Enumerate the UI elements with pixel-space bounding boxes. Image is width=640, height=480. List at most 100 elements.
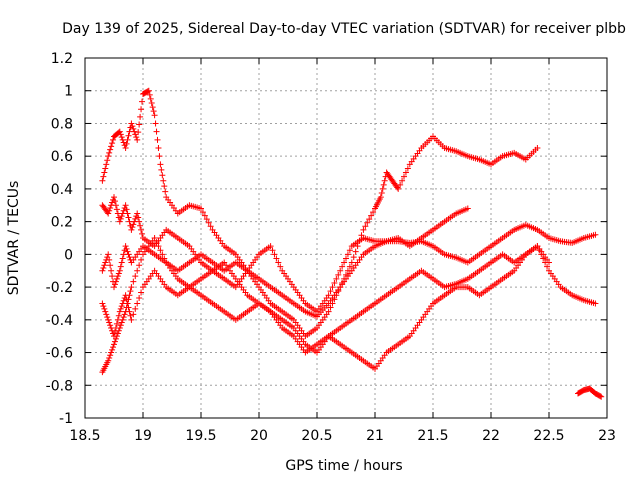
data-point xyxy=(395,185,402,192)
data-point xyxy=(106,207,113,214)
data-point xyxy=(120,139,127,146)
data-point xyxy=(160,177,167,184)
data-point xyxy=(136,121,143,128)
data-point xyxy=(122,243,129,250)
data-point xyxy=(346,263,353,270)
data-point xyxy=(115,312,122,319)
data-point xyxy=(116,218,123,225)
data-point xyxy=(273,255,280,262)
data-point xyxy=(335,271,342,278)
data-point xyxy=(331,280,338,286)
data-point xyxy=(123,245,130,252)
data-point xyxy=(120,297,127,304)
x-tick-label: 19 xyxy=(134,428,152,444)
plot-frame xyxy=(84,57,608,419)
data-point xyxy=(117,322,124,329)
data-point xyxy=(136,295,143,301)
data-point xyxy=(124,300,131,307)
data-point xyxy=(337,267,344,274)
data-point xyxy=(112,202,119,209)
data-point xyxy=(105,251,112,258)
data-point xyxy=(102,308,109,315)
data-point xyxy=(119,255,126,262)
data-point xyxy=(128,226,135,233)
data-point xyxy=(379,185,386,192)
data-point xyxy=(139,98,146,105)
y-axis-label: SDTVAR / TECUs xyxy=(6,181,22,296)
data-point xyxy=(122,202,129,209)
data-point xyxy=(126,254,133,261)
data-point xyxy=(116,267,123,274)
y-tick-label: -0.4 xyxy=(46,313,73,329)
data-point xyxy=(269,247,276,254)
data-point xyxy=(119,316,126,323)
data-point xyxy=(124,210,131,217)
data-point xyxy=(136,218,143,225)
data-point xyxy=(151,112,158,119)
data-point xyxy=(116,325,123,331)
chart-title: Day 139 of 2025, Sidereal Day-to-day VTE… xyxy=(62,21,626,37)
data-point xyxy=(107,205,114,211)
data-point xyxy=(105,357,112,364)
data-point xyxy=(105,210,112,217)
axis-ticks: 18.5 19 19.5 20 20.5 21 21.5 22 22.5 23 -1 -0.8 -0.6… xyxy=(46,51,616,444)
y-tick-label: 1.2 xyxy=(51,51,73,67)
x-tick-label: 21.5 xyxy=(417,428,448,444)
data-point xyxy=(111,284,117,291)
data-point xyxy=(145,87,152,94)
data-point xyxy=(128,284,135,291)
data-point xyxy=(100,173,107,180)
data-point xyxy=(138,106,145,113)
data-point xyxy=(120,207,127,214)
data-point xyxy=(106,149,113,156)
data-point xyxy=(150,108,157,115)
data-point xyxy=(117,305,124,312)
data-point xyxy=(108,143,115,150)
data-point xyxy=(148,100,155,106)
data-point xyxy=(122,308,129,315)
data-point xyxy=(116,128,123,135)
data-point xyxy=(153,239,160,246)
data-point xyxy=(117,215,124,222)
data-point xyxy=(157,247,164,254)
data-point xyxy=(201,212,208,219)
data-point xyxy=(102,165,109,172)
data-point xyxy=(111,329,118,336)
data-point xyxy=(267,243,274,250)
data-point xyxy=(125,296,132,303)
data-point xyxy=(394,184,401,191)
data-point xyxy=(205,219,212,226)
data-point xyxy=(137,113,144,120)
data-point xyxy=(106,256,113,263)
data-point xyxy=(137,222,144,229)
data-point xyxy=(138,226,145,233)
data-point xyxy=(153,128,160,135)
data-point xyxy=(112,278,119,285)
data-point xyxy=(104,314,111,321)
data-point xyxy=(162,188,169,195)
data-point xyxy=(100,265,107,271)
x-tick-label: 23 xyxy=(598,428,616,444)
data-point xyxy=(598,393,605,400)
data-point xyxy=(329,284,336,291)
data-point xyxy=(131,128,138,135)
data-point xyxy=(123,140,130,147)
y-tick-label: -0.2 xyxy=(46,280,73,296)
data-point xyxy=(154,136,161,143)
data-point xyxy=(325,308,332,315)
data-point xyxy=(121,311,128,318)
data-point xyxy=(134,267,141,274)
data-point xyxy=(109,327,116,334)
data-point xyxy=(397,181,404,188)
data-point xyxy=(107,146,114,153)
data-point xyxy=(108,349,115,356)
data-point xyxy=(123,206,130,213)
data-point xyxy=(130,278,137,285)
data-point xyxy=(341,259,348,266)
data-point xyxy=(101,305,108,312)
data-point xyxy=(117,131,124,138)
x-axis-label: GPS time / hours xyxy=(285,458,402,474)
data-point xyxy=(133,134,140,141)
